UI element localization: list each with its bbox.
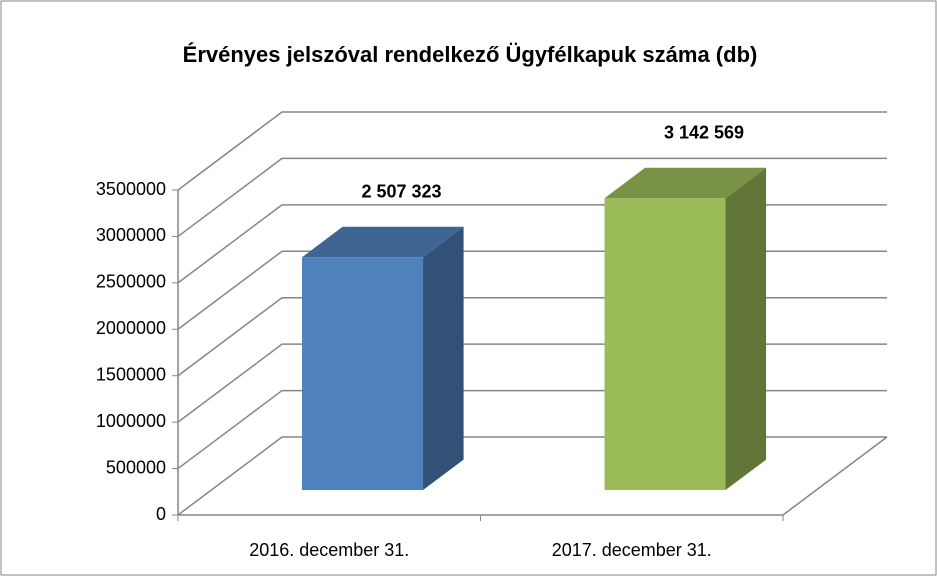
floor-edge [782, 436, 888, 516]
grid-line [177, 111, 887, 191]
chart-title: Érvényes jelszóval rendelkező Ügyfélkapu… [183, 42, 758, 67]
y-tick-label: 1000000 [96, 411, 166, 431]
x-tick-label: 2016. december 31. [249, 540, 409, 560]
bar-side [423, 226, 464, 491]
value-label: 3 142 569 [664, 123, 744, 143]
bar [604, 198, 726, 491]
x-tick-label: 2017. december 31. [552, 540, 712, 560]
bar-top [604, 167, 767, 199]
y-tick-label: 0 [156, 504, 166, 524]
y-tick-label: 2500000 [96, 272, 166, 292]
y-tick-label: 3500000 [96, 179, 166, 199]
value-label: 2 507 323 [361, 182, 441, 202]
y-tick-label: 1500000 [96, 364, 166, 384]
grid-line [177, 157, 887, 238]
bar [302, 257, 424, 491]
y-tick-label: 3000000 [96, 225, 166, 245]
y-tick-label: 2000000 [96, 318, 166, 338]
y-tick-label: 500000 [106, 457, 166, 477]
bar-side [725, 167, 767, 491]
bar-top [302, 226, 464, 258]
